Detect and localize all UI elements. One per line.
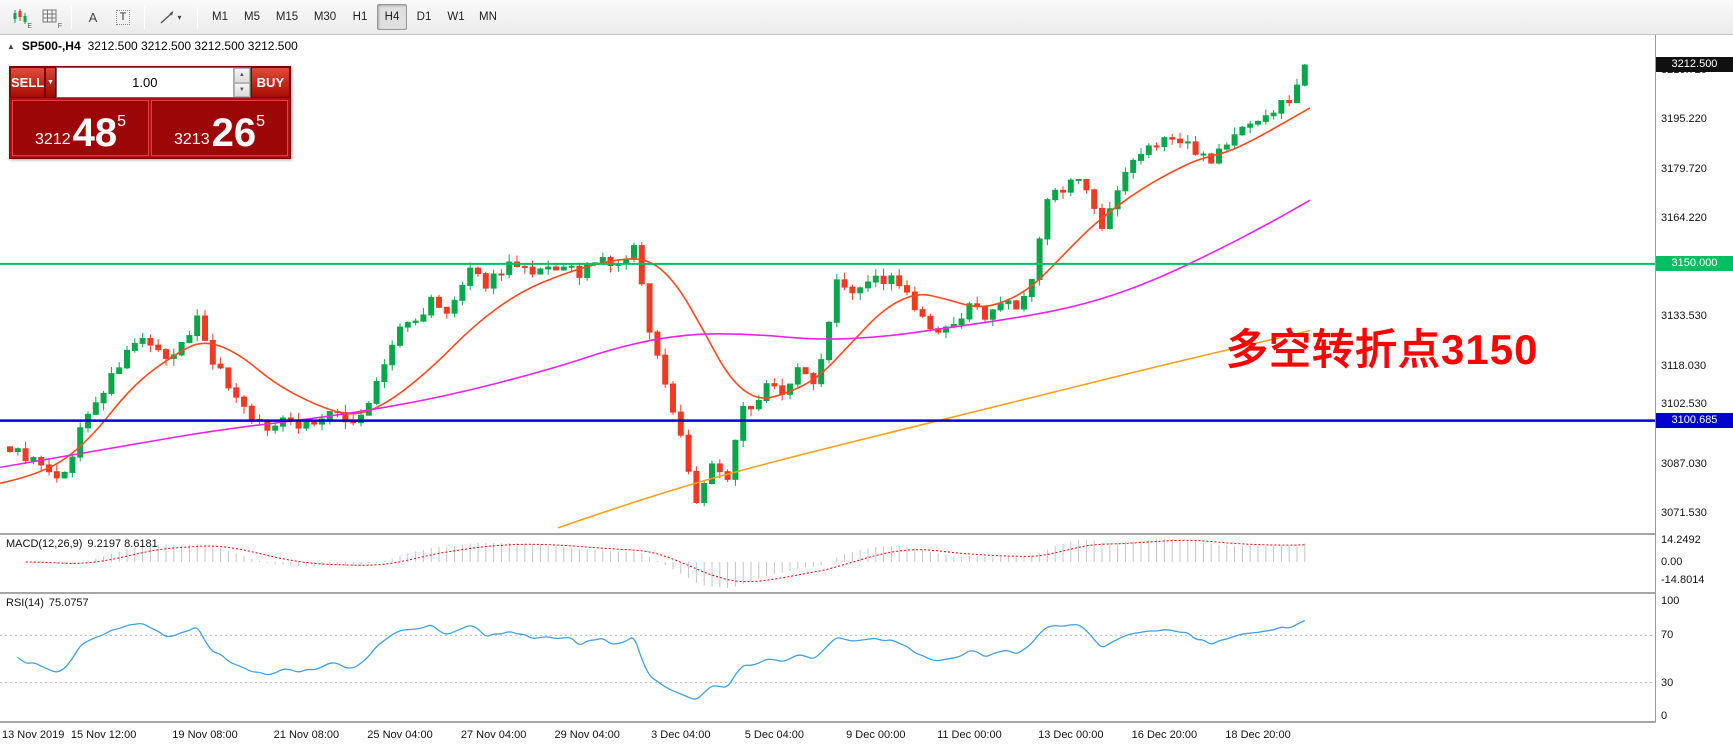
time-axis-label: 16 Dec 20:00	[1131, 729, 1198, 741]
candlestick-chart-icon	[13, 9, 27, 24]
sell-button[interactable]: SELL	[10, 67, 46, 98]
trade-controls-row: SELL ▼ ▲ ▼ BUY	[10, 67, 290, 98]
text-label-tool-button[interactable]: A	[79, 4, 107, 30]
panel-splitter[interactable]	[0, 533, 1733, 535]
rsi-axis-label: 30	[1661, 677, 1674, 689]
timeframe-M1[interactable]: M1	[212, 11, 228, 23]
icon-subscript: E	[27, 23, 32, 30]
rsi-indicator-canvas[interactable]	[0, 594, 1655, 721]
time-axis-label: 13 Nov 2019	[2, 729, 65, 741]
price-axis-label: 3118.030	[1661, 360, 1707, 372]
price-axis-label: 3195.220	[1661, 113, 1707, 125]
price-axis-label: 3087.030	[1661, 458, 1707, 470]
timeframe-W1[interactable]: W1	[447, 11, 465, 23]
indicator-candlestick-button[interactable]: E	[6, 4, 34, 30]
panel-splitter	[0, 721, 1733, 723]
price-axis-label: 3179.720	[1661, 163, 1707, 175]
panel-splitter[interactable]	[0, 592, 1733, 594]
toolbar-separator	[71, 5, 72, 29]
time-axis-label: 15 Nov 12:00	[70, 729, 137, 741]
timeframe-MN[interactable]: MN	[479, 11, 497, 23]
trendline-icon	[161, 10, 174, 24]
ask-sup: 5	[256, 113, 265, 130]
volume-field-wrap: ▲ ▼	[55, 67, 251, 98]
macd-axis-label: -14.8014	[1661, 574, 1705, 586]
ask-price-button[interactable]: 3213 26 5	[151, 100, 288, 156]
rsi-axis-label: 70	[1661, 629, 1674, 641]
volume-decrease-button[interactable]: ▼	[233, 82, 250, 97]
text-tool-icon: A	[88, 9, 98, 25]
timeframe-H1[interactable]: H1	[352, 11, 368, 23]
macd-label: MACD(12,26,9) 9.2197 8.6181	[6, 538, 158, 550]
trendline-tool-button[interactable]: ▾	[152, 4, 190, 30]
price-tag: 3212.500	[1656, 57, 1733, 72]
price-tag: 3150.000	[1656, 256, 1733, 271]
time-axis[interactable]: 13 Nov 2019 15 Nov 12:00 19 Nov 08:00 21 No…	[0, 723, 1655, 750]
timeframe-H4[interactable]: H4	[377, 4, 407, 30]
bid-main: 48	[72, 111, 118, 156]
time-axis-label: 9 Dec 00:00	[846, 729, 906, 741]
time-axis-label: 25 Nov 04:00	[367, 729, 433, 741]
bid-sup: 5	[117, 113, 126, 130]
collapse-panel-icon[interactable]: ▲	[7, 41, 15, 51]
time-axis-label: 21 Nov 08:00	[273, 729, 340, 741]
rsi-axis-label: 100	[1661, 595, 1680, 607]
timeframe-M5[interactable]: M5	[244, 11, 260, 23]
grid-icon	[42, 9, 57, 23]
price-axis-label: 3102.530	[1661, 398, 1707, 410]
price-axis-separator	[1655, 35, 1656, 721]
macd-indicator-canvas[interactable]	[0, 535, 1655, 592]
time-axis-label: 11 Dec 00:00	[937, 729, 1002, 741]
macd-axis-label: 14.2492	[1661, 534, 1701, 546]
time-axis-label: 27 Nov 04:00	[460, 729, 527, 741]
timeframe-M15[interactable]: M15	[275, 11, 299, 23]
indicator-grid-button[interactable]: F	[36, 4, 64, 30]
volume-stepper: ▲ ▼	[232, 68, 250, 97]
price-axis-label: 3164.220	[1661, 212, 1707, 224]
price-axis[interactable]: 3210.7203195.2203179.7203164.2203133.530…	[1656, 0, 1733, 750]
icon-subscript: F	[57, 23, 62, 30]
chart-symbol-period: SP500-,H4	[21, 39, 81, 53]
price-axis-label: 3071.530	[1661, 507, 1707, 519]
ask-prefix: 3213	[174, 131, 210, 148]
chevron-down-icon: ▾	[177, 12, 182, 22]
toolbar-separator	[144, 5, 145, 29]
timeframe-D1[interactable]: D1	[416, 11, 432, 23]
time-axis-label: 19 Nov 08:00	[172, 729, 238, 741]
one-click-trading-panel: SELL ▼ ▲ ▼ BUY 3212 48 5 3213 26 5	[9, 66, 291, 159]
price-axis-label: 3133.530	[1661, 310, 1707, 322]
time-axis-label: 29 Nov 04:00	[554, 729, 620, 741]
rsi-label: RSI(14) 75.0757	[6, 597, 89, 609]
macd-axis-label: 0.00	[1661, 556, 1683, 568]
rsi-value: 75.0757	[48, 597, 89, 609]
time-axis-label: 13 Dec 00:00	[1038, 729, 1104, 741]
toolbar: E F A T ▾ M1 M5 M15 M30 H1 H4 D1 W1 MN	[0, 0, 1733, 35]
toolbar-separator	[197, 5, 198, 29]
time-axis-label: 18 Dec 20:00	[1225, 729, 1291, 741]
volume-input[interactable]	[56, 68, 233, 97]
time-axis-label: 3 Dec 04:00	[651, 729, 711, 741]
time-axis-label: 5 Dec 04:00	[744, 729, 805, 741]
price-tag: 3100.685	[1656, 413, 1733, 428]
volume-increase-button[interactable]: ▲	[233, 68, 250, 83]
bid-prefix: 3212	[35, 131, 71, 148]
rsi-axis-label: 0	[1661, 710, 1668, 722]
buy-button[interactable]: BUY	[250, 67, 290, 98]
textbox-tool-icon: T	[115, 9, 131, 25]
chart-ohlc-values: 3212.500 3212.500 3212.500 3212.500	[87, 39, 298, 53]
quote-row: 3212 48 5 3213 26 5	[10, 98, 290, 158]
ask-main: 26	[211, 111, 257, 156]
timeframe-group: M1 M5 M15 M30 H1 H4 D1 W1 MN	[204, 4, 504, 30]
chart-text-annotation: 多空转折点3150	[1226, 326, 1539, 373]
main-chart-canvas[interactable]	[0, 35, 1655, 531]
textbox-tool-button[interactable]: T	[109, 4, 137, 30]
chart-title: ▲ SP500-,H4 3212.500 3212.500 3212.500 3…	[7, 39, 298, 53]
order-dropdown-button[interactable]: ▼	[45, 67, 56, 98]
bid-price-button[interactable]: 3212 48 5	[12, 100, 149, 156]
macd-values: 9.2197 8.6181	[87, 538, 158, 550]
chevron-down-icon: ▼	[47, 79, 54, 86]
timeframe-M30[interactable]: M30	[313, 11, 337, 23]
